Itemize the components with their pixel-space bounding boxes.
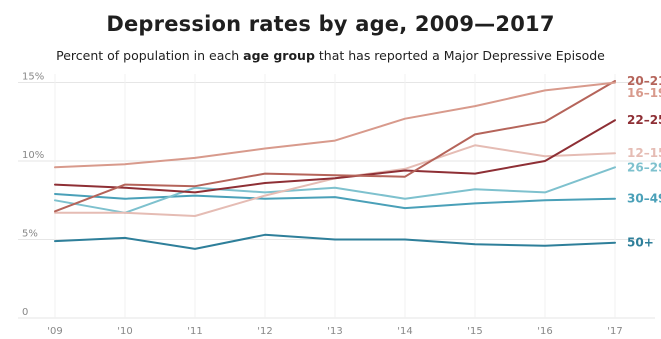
series-labels: 20–2116–19 22–25 12–1526–29 30–49 50+ (627, 74, 661, 250)
x-tick-label: '11 (187, 326, 202, 337)
x-tick-label: '15 (467, 326, 482, 337)
series-line (54, 233, 616, 250)
x-tick-label: '16 (537, 326, 552, 337)
series-end-label: 30–49 (627, 192, 661, 206)
x-tick-label: '14 (397, 326, 412, 337)
series-line (54, 81, 616, 169)
series-end-label: 50+ (627, 236, 654, 250)
series-line (54, 80, 616, 213)
y-tick-label: 0 (22, 307, 28, 318)
x-tick-label: '12 (257, 326, 272, 337)
x-tick-label: '17 (607, 326, 622, 337)
axes: 0 5% 10% 15% '09 '10 '11 '12 '13 '14 '15 '16 '17 (22, 72, 623, 337)
series-end-label: 16–19 (627, 86, 661, 100)
x-tick-label: '13 (327, 326, 342, 337)
subtitle-text-start: Percent of population in each (56, 48, 244, 63)
subtitle-text-bold: age group (243, 48, 315, 63)
series-end-label: 12–15 (627, 146, 661, 160)
chart-subtitle: Percent of population in each age group … (0, 48, 661, 63)
series-lines (54, 80, 616, 250)
series-line (54, 193, 616, 210)
series-end-label: 22–25 (627, 113, 661, 127)
subtitle-text-end: that has reported a Major Depressive Epi… (314, 48, 605, 63)
series-end-label: 26–29 (627, 160, 661, 174)
series-line (54, 166, 616, 214)
gridlines (18, 74, 655, 319)
y-tick-label: 15% (22, 72, 44, 83)
series-end-label: 20–21 (627, 74, 661, 88)
x-tick-label: '10 (117, 326, 132, 337)
chart-title: Depression rates by age, 2009—2017 (106, 12, 555, 36)
x-tick-label: '09 (47, 326, 62, 337)
series-line (54, 119, 616, 194)
y-tick-label: 5% (22, 229, 38, 240)
y-tick-label: 10% (22, 150, 44, 161)
